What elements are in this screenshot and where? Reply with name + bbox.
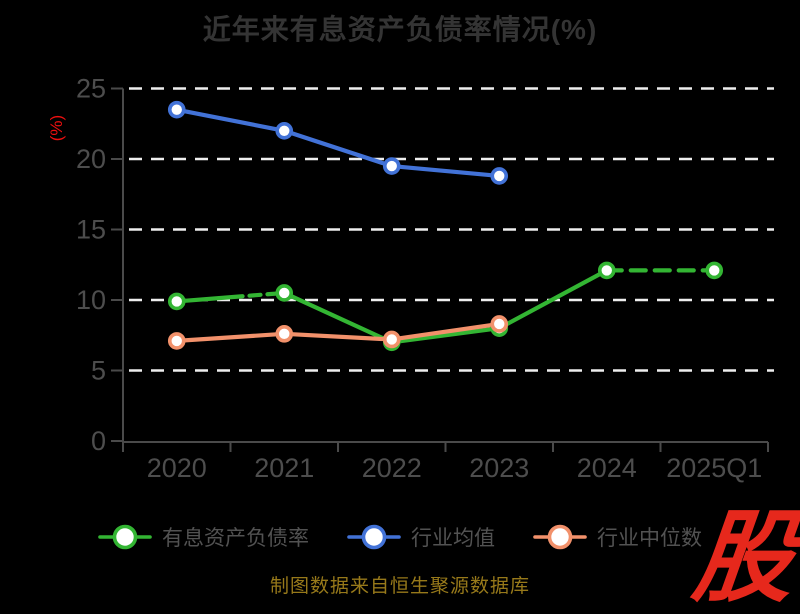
legend-item-loan-ratio[interactable]: 有息资产负债率 <box>98 522 309 552</box>
series-line-segment <box>282 331 394 342</box>
data-point-marker <box>705 261 724 280</box>
data-point-marker <box>167 292 186 311</box>
legend-label-industry-median: 行业中位数 <box>597 527 702 550</box>
data-point-marker <box>275 325 294 343</box>
y-tick-label: 5 <box>91 356 106 386</box>
plot-area: 0 5 10 15 20 25 2020 2021 2022 2023 2024 2025Q1 (%) <box>47 74 774 483</box>
y-tick-label: 20 <box>76 144 106 174</box>
data-point-marker <box>597 261 616 280</box>
series-line-segment <box>389 326 502 345</box>
series-line-segment <box>389 321 502 342</box>
chart-title: 近年来有息资产负债率情况(%) <box>202 14 598 45</box>
series-lines <box>174 107 717 345</box>
x-tick-label: 2023 <box>469 453 529 483</box>
gu-logo: 股 <box>688 502 800 614</box>
x-tick-label: 2020 <box>147 453 207 483</box>
y-tick-label: 10 <box>76 285 106 315</box>
data-point-marker <box>490 167 509 185</box>
legend-item-industry-median[interactable]: 行业中位数 <box>533 522 702 552</box>
x-tick-label: 2021 <box>254 453 314 483</box>
series-line-segment <box>497 268 609 331</box>
legend: 有息资产负债率 行业均值 行业中位数 <box>0 514 800 560</box>
axes: 0 5 10 15 20 25 2020 2021 2022 2023 2024 2025Q1 <box>76 74 769 483</box>
y-tick-label: 25 <box>76 74 106 104</box>
chart-page: 近年来有息资产负债率情况(%) 0 5 10 15 20 25 2020 2021 2022 20… <box>0 14 800 614</box>
legend-label-industry-mean: 行业均值 <box>411 527 495 550</box>
legend-item-industry-mean[interactable]: 行业均值 <box>347 522 495 552</box>
legend-marker-orange <box>533 524 587 550</box>
data-point-marker <box>382 157 401 175</box>
data-point-marker <box>275 122 294 140</box>
y-tick-label: 15 <box>76 215 106 245</box>
data-point-marker <box>275 284 294 302</box>
series-line-segment <box>282 128 394 169</box>
data-point-marker <box>382 330 401 349</box>
series-line-segment <box>174 107 287 133</box>
legend-marker-green <box>98 524 152 550</box>
y-tick-label: 0 <box>91 426 106 456</box>
data-point-marker <box>167 100 186 119</box>
x-tick-label: 2022 <box>362 453 422 483</box>
data-point-marker <box>490 315 509 333</box>
y-axis-unit-label: (%) <box>47 115 66 141</box>
series-line-segment <box>174 290 287 304</box>
x-tick-label: 2025Q1 <box>666 453 762 483</box>
legend-label-loan-ratio: 有息资产负债率 <box>162 527 309 550</box>
series-line-segment <box>174 331 287 343</box>
data-point-markers <box>167 100 724 352</box>
series-line-segment <box>389 163 502 179</box>
gridlines <box>129 87 774 372</box>
x-tick-label: 2024 <box>577 453 637 483</box>
source-note: 制图数据来自恒生聚源数据库 <box>269 576 530 597</box>
data-point-marker <box>167 332 186 350</box>
series-line-segment <box>282 290 394 345</box>
legend-marker-blue <box>347 524 401 550</box>
